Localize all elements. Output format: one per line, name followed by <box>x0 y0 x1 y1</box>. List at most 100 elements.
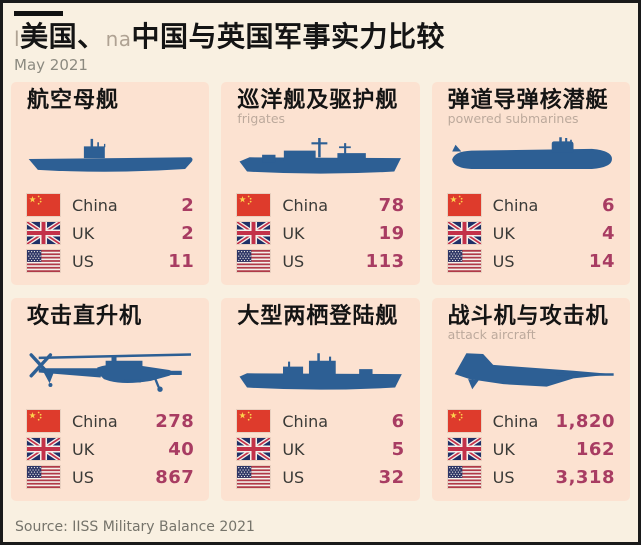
stat-row-china: China 6 <box>237 407 404 435</box>
country-label: UK <box>492 439 515 459</box>
country-label: China <box>282 411 329 431</box>
accent-bar <box>14 11 63 16</box>
country-label: US <box>282 467 305 487</box>
stat-row-uk: UK 162 <box>448 435 615 463</box>
china-flag-icon <box>448 194 481 216</box>
panel-title: 战斗机与攻击机 <box>447 304 609 330</box>
stat-row-china: China 78 <box>237 191 404 219</box>
stat-value: 19 <box>378 222 405 244</box>
uk-flag-icon <box>237 222 270 244</box>
stat-value: 867 <box>155 466 195 488</box>
stats: China 6 UK 4 US 14 <box>448 191 615 277</box>
stat-value: 78 <box>378 194 405 216</box>
stat-row-us: US 113 <box>237 247 404 275</box>
panel-title: 航空母舰 <box>27 88 120 114</box>
destroyer-icon <box>237 130 404 183</box>
country-label: China <box>492 411 539 431</box>
panel-attack-helicopters: 攻击直升机 <box>11 298 210 502</box>
stat-value: 11 <box>168 250 195 272</box>
title-artifact-overlay: na <box>105 27 132 51</box>
stat-value: 162 <box>575 438 615 460</box>
uk-flag-icon <box>237 438 270 460</box>
panel-title: 大型两栖登陆舰 <box>237 304 399 330</box>
stat-value: 113 <box>365 250 405 272</box>
uk-flag-icon <box>27 438 60 460</box>
uk-flag-icon <box>27 222 60 244</box>
stat-row-uk: UK 2 <box>27 219 194 247</box>
stat-value: 5 <box>391 438 405 460</box>
us-flag-icon <box>448 466 481 488</box>
us-flag-icon <box>27 466 60 488</box>
stat-row-china: China 6 <box>448 191 615 219</box>
amphibious-ship-icon <box>237 346 404 399</box>
country-label: UK <box>282 223 305 243</box>
country-label: China <box>72 195 118 215</box>
stat-value: 2 <box>181 222 195 244</box>
country-label: UK <box>72 439 95 459</box>
panel-fighter-aircraft: 战斗机与攻击机 attack aircraft China 1,820 UK <box>431 298 630 502</box>
country-label: China <box>492 195 539 215</box>
panel-title: 巡洋舰及驱护舰 <box>237 88 399 114</box>
stats: China 278 UK 40 US 867 <box>27 407 194 493</box>
panel-aircraft-carriers: 航空母舰 China 2 UK 2 <box>11 82 210 286</box>
uk-flag-icon <box>448 438 481 460</box>
stat-row-china: China 2 <box>27 191 194 219</box>
fighter-jet-icon <box>448 346 615 399</box>
stat-value: 2 <box>181 194 195 216</box>
title-part-2: 中国与英国军事实力比较 <box>131 20 446 53</box>
panel-ghost-text <box>27 329 194 343</box>
us-flag-icon <box>237 250 270 272</box>
stats: China 6 UK 5 US 32 <box>237 407 404 493</box>
title-artifact-leading: l <box>14 27 21 51</box>
date-label: May 2021 <box>14 56 88 75</box>
stat-value: 6 <box>601 194 615 216</box>
us-flag-icon <box>27 250 60 272</box>
stat-value: 3,318 <box>555 466 615 488</box>
panel-ghost-text: attack aircraft <box>447 328 536 342</box>
stat-row-uk: UK 19 <box>237 219 404 247</box>
panel-amphibious-ships: 大型两栖登陆舰 China 6 UK 5 <box>221 298 420 502</box>
stats: China 2 UK 2 US 11 <box>27 191 194 277</box>
attack-helicopter-icon <box>27 346 194 399</box>
country-label: US <box>72 467 94 487</box>
china-flag-icon <box>237 194 270 216</box>
stat-value: 4 <box>601 222 615 244</box>
uk-flag-icon <box>448 222 481 244</box>
stat-row-us: US 32 <box>237 463 404 491</box>
submarine-icon <box>448 130 615 183</box>
stat-row-us: US 867 <box>27 463 194 491</box>
stat-value: 32 <box>378 466 405 488</box>
china-flag-icon <box>27 410 60 432</box>
panel-title: 攻击直升机 <box>27 304 143 330</box>
panel-title: 弹道导弹核潜艇 <box>447 88 609 114</box>
panel-ghost-text: powered submarines <box>447 112 579 126</box>
stats: China 1,820 UK 162 US 3,318 <box>448 407 615 493</box>
stat-row-us: US 14 <box>448 247 615 275</box>
stat-value: 1,820 <box>555 410 615 432</box>
country-label: US <box>492 251 515 271</box>
stat-row-uk: UK 40 <box>27 435 194 463</box>
stat-value: 6 <box>391 410 405 432</box>
country-label: US <box>282 251 305 271</box>
china-flag-icon <box>27 194 60 216</box>
country-label: US <box>72 251 94 271</box>
country-label: China <box>72 411 118 431</box>
country-label: US <box>492 467 515 487</box>
country-label: UK <box>282 439 305 459</box>
stat-row-us: US 11 <box>27 247 194 275</box>
us-flag-icon <box>237 466 270 488</box>
stat-row-us: US 3,318 <box>448 463 615 491</box>
stat-row-uk: UK 4 <box>448 219 615 247</box>
china-flag-icon <box>448 410 481 432</box>
us-flag-icon <box>448 250 481 272</box>
panel-grid: 航空母舰 China 2 UK 2 <box>3 82 638 502</box>
stat-row-china: China 1,820 <box>448 407 615 435</box>
country-label: UK <box>492 223 515 243</box>
page-title: l美国、na中国与英国军事实力比较 <box>14 20 626 53</box>
panel-ghost-text: frigates <box>237 112 286 126</box>
stat-value: 14 <box>588 250 615 272</box>
stat-value: 278 <box>155 410 195 432</box>
panel-ballistic-missile-submarines: 弹道导弹核潜艇 powered submarines China 6 <box>431 82 630 286</box>
source-note: Source: IISS Military Balance 2021 <box>15 519 255 535</box>
